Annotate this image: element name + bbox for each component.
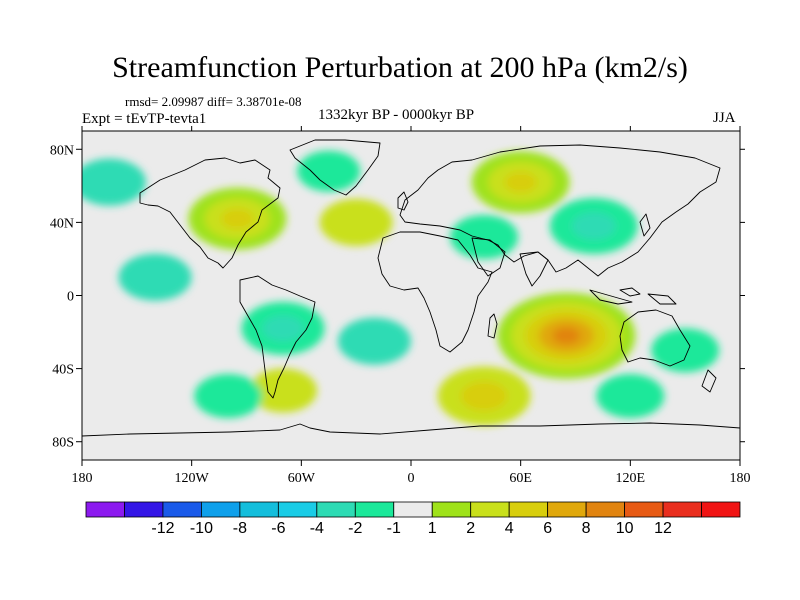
colorbar-swatch [277,501,318,518]
colorbar-label: -10 [190,520,213,537]
axis-ticks: 180 120W 60W 0 60E 120E 180 80N 40N 0 40S 80S [50,126,751,486]
colorbar-label: -8 [233,520,247,537]
period-label: 1332kyr BP - 0000kyr BP [318,107,475,123]
coastline-greenland [289,139,381,196]
colorbar-label: -12 [151,520,174,537]
colorbar-swatch [662,501,702,518]
contour-tropical-pacific-negative [118,253,192,301]
colorbar-swatch [162,501,202,518]
colorbar-swatch [316,501,356,518]
contour-south-pacific-negative [651,328,720,373]
lat-tick-label: 40N [50,216,74,231]
contour-southern-ocean-positive [460,381,508,411]
coastline-antarctica [82,422,740,437]
colorbar-swatch [201,501,241,518]
contour-arabian-negative [450,215,519,260]
plot-title: Streamfunction Perturbation at 200 hPa (… [112,51,688,84]
contour-south-atlantic-negative [337,317,411,365]
lon-tick-label: 180 [72,471,93,486]
colorbar-swatch [701,501,741,518]
colorbar-swatch [470,501,510,518]
coastline-africa [377,231,493,353]
lon-tick-label: 0 [408,471,415,486]
contour-asia-negative [571,212,616,241]
colorbar-swatch [585,501,625,518]
lat-tick-label: 40S [52,363,74,378]
contour-north-america-positive [221,208,254,230]
contour-south-america-negative [262,315,304,342]
contour-indian-ocean-positive [552,327,581,345]
colorbar-label: 12 [654,520,672,537]
colorbar-label: -4 [310,520,324,537]
contour-north-pacific-high [82,158,146,206]
colorbar-swatch [431,501,472,518]
lat-tick-label: 80S [52,436,74,451]
contour-eurasia-positive [504,171,537,193]
colorbar-swatch [85,501,125,518]
experiment-label: Expt = tEvTP-tevta1 [82,111,207,127]
colorbar-swatch [393,501,433,518]
coastline-madagascar [487,313,498,339]
coastline-north-america [139,157,281,269]
colorbar-label: 4 [505,520,514,537]
lon-tick-label: 120W [175,471,210,486]
coastline-japan [639,213,651,237]
colorbar-label: 2 [466,520,475,537]
coastline-arabia [471,237,506,277]
map-area [82,131,740,460]
coastlines [82,139,740,437]
colorbar-label: -2 [348,520,362,537]
rmsd-diff-stats: rmsd= 2.09987 diff= 3.38701e-08 [125,94,302,109]
coastline-indonesia [589,287,677,305]
lat-tick-label: 80N [50,143,74,158]
contour-south-pacific-ring-negative [194,374,263,419]
coastline-south-america [239,275,316,399]
season-label: JJA [713,110,736,126]
colorbar-swatch [624,501,664,518]
lon-tick-label: 120E [616,471,646,486]
contour-antarctic-coast-negative [596,374,665,419]
colorbar-label: 6 [543,520,552,537]
colorbar-swatch [239,501,279,518]
colorbar-label: -6 [271,520,285,537]
colorbar-swatch [124,501,164,518]
colorbar-label: 8 [582,520,591,537]
colorbar-swatch [508,501,549,518]
lon-tick-label: 60E [509,471,532,486]
coastline-india [519,251,549,287]
colorbar-label: 10 [616,520,634,537]
coastline-australia [619,309,691,367]
colorbar-swatch [547,501,587,518]
coastline-new-zealand [701,369,717,393]
colorbar: -12 -10 -8 -6 -4 -2 -1 1 2 4 6 8 10 12 [85,501,741,537]
coastline-british-isles [397,191,409,211]
colorbar-label: -1 [387,520,401,537]
lon-tick-label: 180 [730,471,751,486]
contour-fields [82,150,720,426]
contour-north-atlantic-positive [319,198,393,246]
contour-greenland-negative [297,150,361,192]
colorbar-label: 1 [428,520,437,537]
lat-tick-label: 0 [67,290,74,305]
colorbar-swatch [354,501,395,518]
lon-tick-label: 60W [288,471,316,486]
